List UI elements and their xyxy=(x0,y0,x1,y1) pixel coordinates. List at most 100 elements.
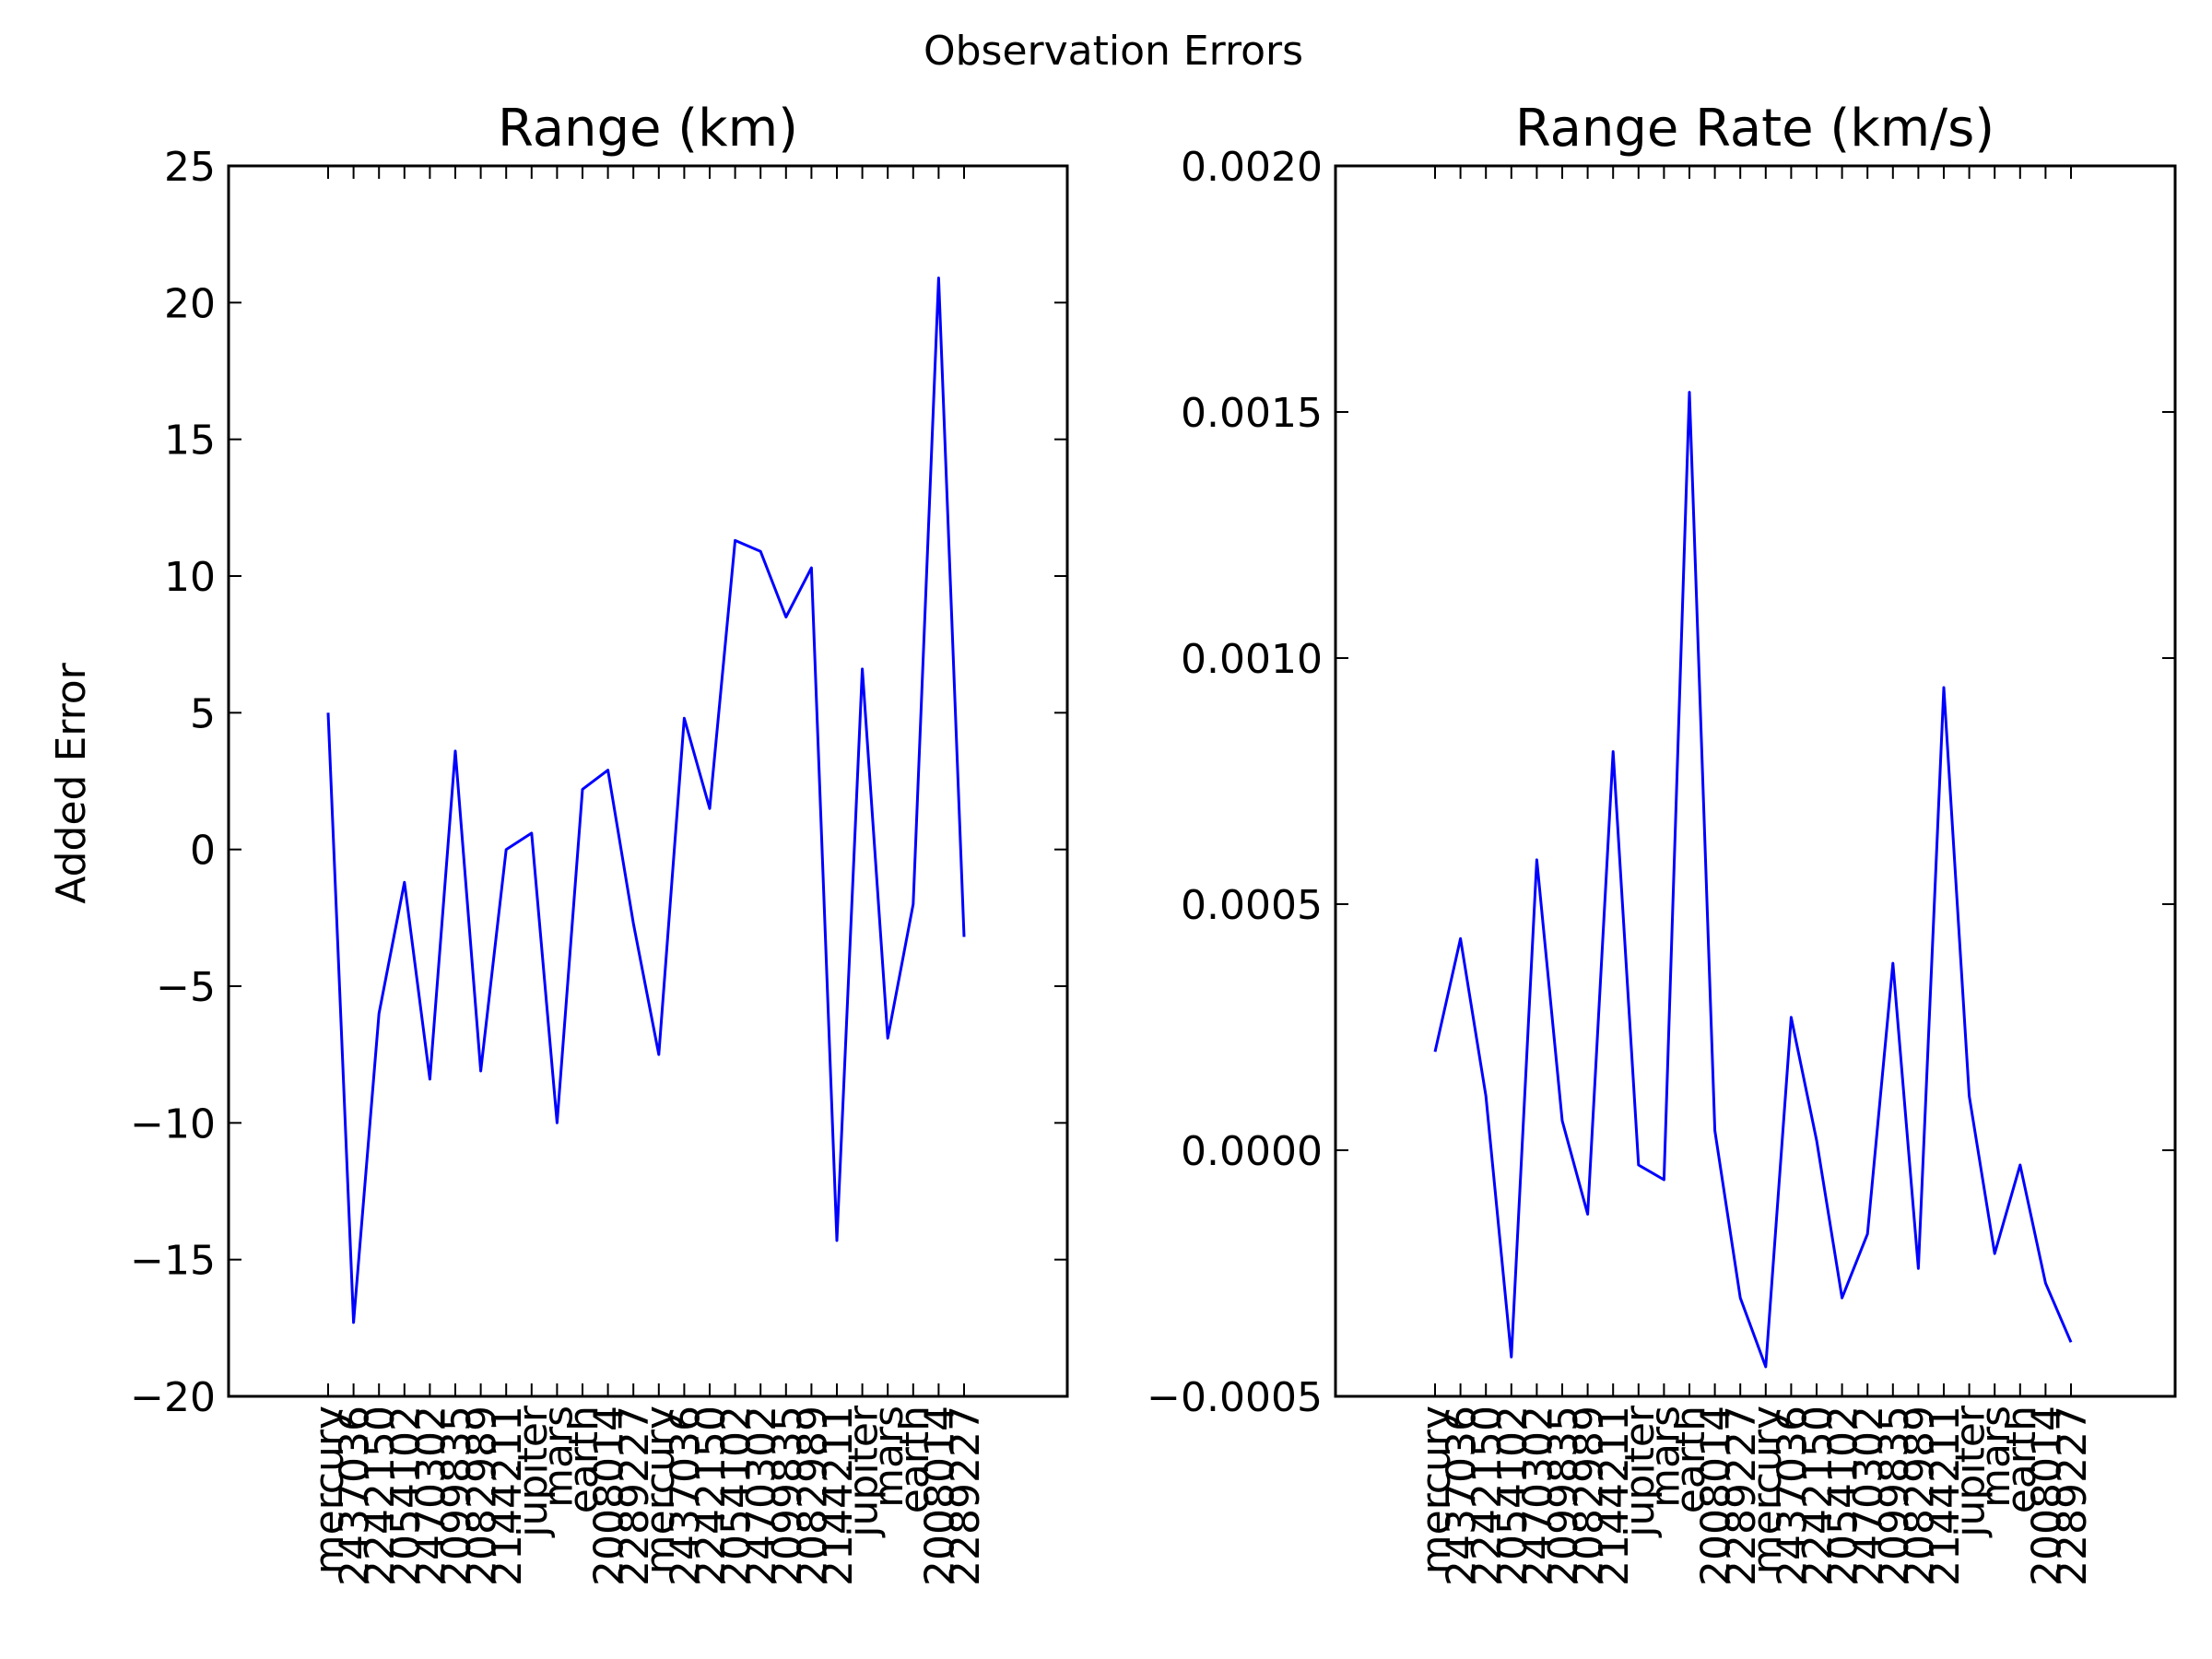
range-rate-x-tick-label: 2470302 xyxy=(1845,1406,1892,1586)
range-rate-data-point xyxy=(1535,858,1538,861)
range-rate-data-point xyxy=(1485,1095,1488,1098)
figure-suptitle: Observation Errors xyxy=(924,28,1303,75)
range-x-tick-label: 2289227 xyxy=(611,1406,658,1586)
range-rate-x-tick-label: jupiter xyxy=(1947,1405,1994,1538)
range-rate-y-tick-label: 0.0020 xyxy=(1181,144,1323,191)
range-data-point xyxy=(937,276,940,279)
range-data-point xyxy=(632,922,635,924)
range-rate-x-tick-label: 2437036 xyxy=(1439,1406,1486,1586)
range-rate-x-tick-label: 2470302 xyxy=(1514,1406,1561,1586)
range-rate-subplot-x-tick-labels: mercury243703622421502054102247030220998… xyxy=(1413,1405,2096,1586)
range-rate-x-tick-label: 2289227 xyxy=(1718,1406,1765,1586)
range-rate-subplot-frame xyxy=(1334,164,2177,1398)
range-rate-x-tick-label: 2082989 xyxy=(1896,1406,1943,1586)
y-axis-label: Added Error xyxy=(48,662,95,903)
range-data-point xyxy=(403,881,406,884)
range-rate-y-tick-label: −0.0005 xyxy=(1147,1374,1323,1421)
range-x-tick-label: mars xyxy=(535,1406,582,1508)
range-y-tick-label: −5 xyxy=(156,964,216,1011)
range-rate-data-point xyxy=(1561,1119,1564,1122)
range-rate-x-tick-label: 2054102 xyxy=(1820,1406,1867,1586)
range-rate-data-point xyxy=(1713,1129,1716,1132)
range-rate-x-tick-label: 2437036 xyxy=(1769,1406,1816,1586)
range-data-point xyxy=(784,616,787,618)
range-rate-data-point xyxy=(1663,1179,1665,1182)
range-rate-data-point xyxy=(1841,1297,1843,1300)
range-rate-data-point xyxy=(1790,1016,1793,1018)
range-rate-x-tick-label: 2144211 xyxy=(1591,1406,1638,1586)
range-y-tick-label: −15 xyxy=(130,1238,216,1285)
range-rate-data-point xyxy=(2018,1164,2021,1167)
range-subplot-series xyxy=(326,276,966,1324)
range-rate-data-point xyxy=(2044,1282,2047,1285)
range-rate-data-point xyxy=(1612,750,1615,753)
range-data-point xyxy=(887,1037,889,1040)
range-rate-data-point xyxy=(1968,1095,1971,1098)
range-x-tick-label: mars xyxy=(865,1406,912,1508)
range-data-point xyxy=(454,749,457,752)
range-rate-x-tick-label: jupiter xyxy=(1617,1405,1664,1538)
range-data-point xyxy=(556,1122,559,1124)
range-rate-data-point xyxy=(1764,1365,1767,1368)
range-x-tick-label: jupiter xyxy=(510,1405,557,1538)
range-data-point xyxy=(582,788,584,791)
range-x-tick-label: 2437036 xyxy=(662,1406,709,1586)
range-rate-x-tick-label: mercury xyxy=(1413,1406,1460,1574)
range-rate-x-tick-label: mars xyxy=(1641,1406,1688,1508)
range-x-tick-label: 2099835 xyxy=(433,1406,480,1586)
range-x-tick-label: 2099835 xyxy=(764,1406,811,1586)
range-rate-x-tick-label: 2008014 xyxy=(1693,1406,1740,1586)
range-rate-y-tick-label: 0.0000 xyxy=(1181,1128,1323,1175)
range-rate-data-point xyxy=(1510,1356,1512,1359)
range-x-tick-label: 2470302 xyxy=(738,1406,785,1586)
range-x-tick-label: 2008014 xyxy=(586,1406,633,1586)
range-data-point xyxy=(429,1077,431,1080)
range-y-tick-label: 15 xyxy=(164,418,216,465)
range-data-point xyxy=(709,807,712,810)
range-y-tick-label: 25 xyxy=(164,144,216,191)
range-data-point xyxy=(683,717,686,720)
range-series-line xyxy=(326,276,966,1324)
range-rate-y-tick-label: 0.0015 xyxy=(1181,390,1323,437)
range-data-point xyxy=(963,935,966,938)
range-data-point xyxy=(836,1239,839,1241)
range-rate-data-point xyxy=(1459,937,1462,940)
range-y-tick-label: 20 xyxy=(164,280,216,327)
range-data-point xyxy=(505,848,508,851)
range-x-tick-label: 2144211 xyxy=(484,1406,531,1586)
range-rate-data-point xyxy=(2070,1341,2073,1344)
range-subplot: Range (km) Added Error mercury2437036224… xyxy=(48,99,1069,1586)
range-rate-x-tick-label: 2054102 xyxy=(1489,1406,1536,1586)
range-rate-x-tick-label: earth xyxy=(1667,1406,1714,1513)
range-rate-subplot-y-tick-labels: −0.0005 0.0000 0.0005 0.0010 0.0015 0.0020 xyxy=(1147,144,1323,1421)
range-y-tick-label: −10 xyxy=(130,1100,216,1147)
range-rate-data-point xyxy=(1917,1267,1920,1270)
range-rate-x-tick-label: mars xyxy=(1972,1406,2019,1508)
range-subplot-x-tick-labels: mercury243703622421502054102247030220998… xyxy=(306,1405,989,1586)
range-data-point xyxy=(378,1012,381,1015)
range-rate-x-tick-label: 2242150 xyxy=(1794,1406,1841,1586)
range-rate-x-tick-label: 2242150 xyxy=(1464,1406,1511,1586)
range-rate-data-point xyxy=(1637,1164,1640,1167)
range-y-tick-label: 5 xyxy=(190,690,216,737)
range-rate-data-point xyxy=(1943,687,1946,689)
range-x-tick-label: mercury xyxy=(306,1406,353,1574)
range-data-point xyxy=(912,903,914,906)
range-rate-x-tick-label: 2289227 xyxy=(2049,1406,2096,1586)
range-subplot-y-tick-labels: −20 −15 −10 −5 0 5 10 15 20 25 xyxy=(130,144,216,1421)
range-rate-data-point xyxy=(1891,962,1894,965)
range-rate-subplot-ticks xyxy=(1335,165,2175,1397)
range-x-tick-label: 2144211 xyxy=(815,1406,862,1586)
range-rate-data-point xyxy=(1866,1232,1869,1235)
range-rate-x-tick-label: 2082989 xyxy=(1566,1406,1613,1586)
range-rate-x-tick-label: 2099835 xyxy=(1871,1406,1918,1586)
range-x-tick-label: 2082989 xyxy=(459,1406,506,1586)
range-rate-subplot-title: Range Rate (km/s) xyxy=(1515,99,1994,159)
range-data-point xyxy=(810,567,813,570)
range-rate-x-tick-label: 2099835 xyxy=(1540,1406,1587,1586)
range-data-point xyxy=(657,1053,660,1056)
range-rate-y-tick-label: 0.0010 xyxy=(1181,636,1323,683)
range-x-tick-label: earth xyxy=(560,1406,607,1513)
range-x-tick-label: 2437036 xyxy=(332,1406,379,1586)
